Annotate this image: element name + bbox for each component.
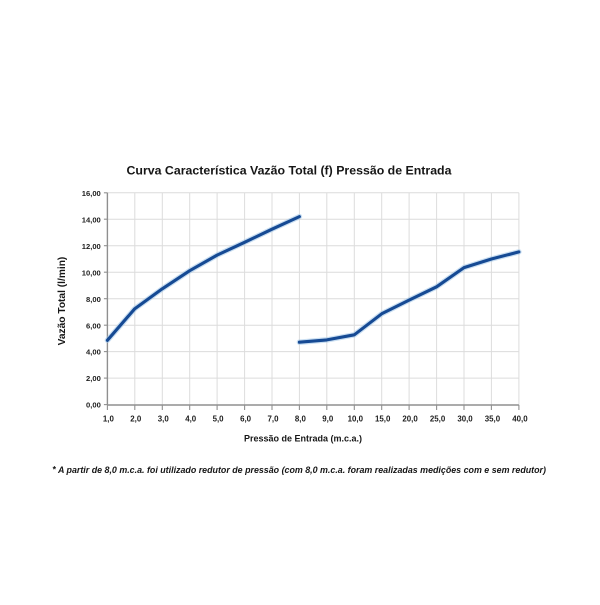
svg-text:8,0: 8,0 bbox=[295, 414, 307, 423]
svg-text:5,0: 5,0 bbox=[213, 414, 225, 423]
svg-text:A partir de 8,0 m.c.a. foi uti: A partir de 8,0 m.c.a. foi utilizado red… bbox=[57, 465, 546, 475]
svg-text:Vazão Total (l/min): Vazão Total (l/min) bbox=[57, 257, 68, 346]
svg-text:3,0: 3,0 bbox=[158, 414, 170, 423]
svg-text:Curva Característica Vazão Tot: Curva Característica Vazão Total (f) Pre… bbox=[127, 164, 452, 178]
svg-text:*: * bbox=[52, 465, 56, 475]
svg-text:40,0: 40,0 bbox=[512, 414, 528, 423]
svg-text:Pressão de Entrada (m.c.a.): Pressão de Entrada (m.c.a.) bbox=[244, 434, 362, 444]
svg-text:2,0: 2,0 bbox=[130, 414, 142, 423]
svg-text:6,00: 6,00 bbox=[86, 321, 101, 330]
svg-text:35,0: 35,0 bbox=[485, 414, 501, 423]
svg-text:2,00: 2,00 bbox=[86, 374, 101, 383]
svg-text:4,0: 4,0 bbox=[185, 414, 197, 423]
svg-text:12,00: 12,00 bbox=[82, 242, 101, 251]
svg-text:9,0: 9,0 bbox=[322, 414, 334, 423]
svg-text:10,0: 10,0 bbox=[348, 414, 364, 423]
svg-text:10,00: 10,00 bbox=[82, 268, 101, 277]
svg-text:14,00: 14,00 bbox=[82, 215, 101, 224]
svg-text:20,0: 20,0 bbox=[402, 414, 418, 423]
svg-text:4,00: 4,00 bbox=[86, 348, 101, 357]
svg-text:6,0: 6,0 bbox=[240, 414, 252, 423]
svg-text:7,0: 7,0 bbox=[268, 414, 280, 423]
svg-text:8,00: 8,00 bbox=[86, 295, 101, 304]
svg-text:30,0: 30,0 bbox=[457, 414, 473, 423]
svg-text:16,00: 16,00 bbox=[82, 189, 101, 198]
svg-text:15,0: 15,0 bbox=[375, 414, 391, 423]
svg-text:0,00: 0,00 bbox=[86, 401, 101, 410]
svg-text:1,0: 1,0 bbox=[103, 414, 115, 423]
svg-text:25,0: 25,0 bbox=[430, 414, 446, 423]
